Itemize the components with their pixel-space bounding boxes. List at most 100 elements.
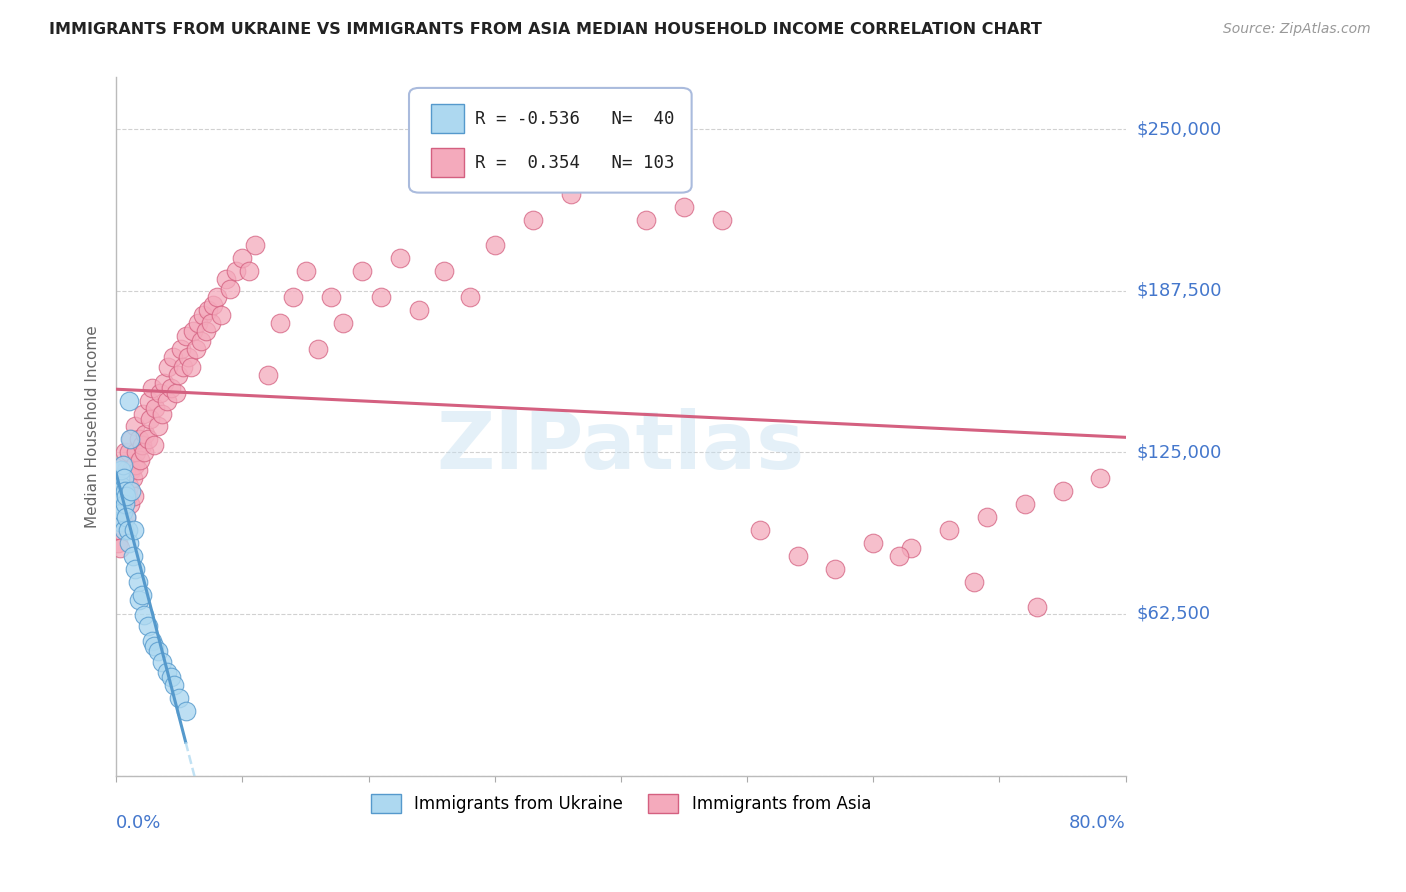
Point (187, 316, 209, 330)
Point (281, 290, 304, 304)
Text: Source: ZipAtlas.com: Source: ZipAtlas.com (1223, 22, 1371, 37)
Text: ZIPatlas: ZIPatlas (437, 409, 806, 486)
Point (976, 510, 998, 524)
Point (786, 549, 808, 563)
Point (120, 433, 142, 447)
Point (172, 359, 194, 374)
Point (177, 350, 200, 364)
Point (111, 489, 134, 503)
Point (156, 665, 179, 679)
Point (124, 419, 146, 434)
Point (433, 264, 456, 278)
Point (132, 407, 155, 421)
Point (120, 497, 142, 511)
Point (131, 588, 153, 602)
Point (149, 385, 172, 400)
Point (115, 463, 138, 477)
Point (598, 161, 620, 175)
Point (107, 484, 129, 499)
Text: R =  0.354   N= 103: R = 0.354 N= 103 (475, 153, 673, 172)
Point (887, 549, 910, 563)
Point (1090, 471, 1112, 485)
Point (560, 186, 582, 201)
Point (111, 471, 134, 485)
Point (114, 484, 136, 499)
Point (522, 212, 544, 227)
Point (141, 634, 163, 648)
Point (193, 308, 215, 322)
Text: IMMIGRANTS FROM UKRAINE VS IMMIGRANTS FROM ASIA MEDIAN HOUSEHOLD INCOME CORRELAT: IMMIGRANTS FROM UKRAINE VS IMMIGRANTS FR… (49, 22, 1042, 37)
Point (748, 523, 770, 537)
Point (153, 376, 176, 390)
Point (162, 350, 184, 364)
Point (110, 484, 132, 499)
Point (118, 479, 141, 493)
Y-axis label: Median Household Income: Median Household Income (86, 325, 100, 528)
Point (121, 471, 143, 485)
Point (139, 411, 162, 425)
Point (108, 515, 131, 529)
Point (136, 618, 159, 632)
Point (231, 252, 253, 266)
FancyBboxPatch shape (409, 88, 692, 193)
Point (111, 458, 134, 473)
Point (110, 463, 132, 477)
Point (124, 458, 146, 473)
Point (238, 264, 260, 278)
Point (146, 419, 169, 434)
Point (209, 308, 232, 322)
Point (136, 433, 159, 447)
Point (159, 381, 181, 395)
Point (141, 381, 163, 395)
Point (370, 290, 392, 304)
Point (115, 510, 138, 524)
Point (181, 324, 204, 338)
Point (202, 298, 225, 312)
Point (215, 272, 238, 286)
Point (673, 200, 696, 214)
Point (128, 433, 150, 447)
Point (108, 541, 131, 555)
Point (129, 453, 152, 467)
Point (120, 463, 142, 477)
Point (132, 445, 155, 459)
Point (205, 290, 228, 304)
Text: $250,000: $250,000 (1137, 120, 1222, 138)
Point (862, 536, 884, 550)
Point (114, 497, 136, 511)
Text: $187,500: $187,500 (1137, 282, 1222, 300)
Point (184, 342, 207, 356)
Point (194, 324, 217, 338)
Point (112, 471, 135, 485)
Legend: Immigrants from Ukraine, Immigrants from Asia: Immigrants from Ukraine, Immigrants from… (364, 787, 877, 820)
Point (167, 368, 190, 382)
Point (112, 497, 135, 511)
Point (180, 359, 202, 374)
Point (134, 427, 156, 442)
Point (636, 212, 658, 227)
Point (114, 484, 136, 499)
Point (824, 562, 846, 576)
Point (1052, 484, 1074, 499)
Point (307, 342, 329, 356)
Point (115, 510, 138, 524)
Text: 0.0%: 0.0% (117, 814, 162, 832)
Point (200, 316, 222, 330)
Point (143, 437, 166, 451)
Point (197, 303, 219, 318)
Point (458, 290, 481, 304)
Point (190, 334, 212, 348)
Point (143, 639, 166, 653)
Point (256, 368, 278, 382)
Point (900, 541, 922, 555)
Bar (432, 148, 464, 178)
Point (150, 655, 173, 669)
Point (963, 574, 986, 589)
Bar (432, 103, 464, 133)
Point (110, 479, 132, 493)
Point (110, 497, 132, 511)
Point (169, 342, 191, 356)
Point (120, 484, 142, 499)
Point (111, 505, 134, 519)
Point (159, 670, 181, 684)
